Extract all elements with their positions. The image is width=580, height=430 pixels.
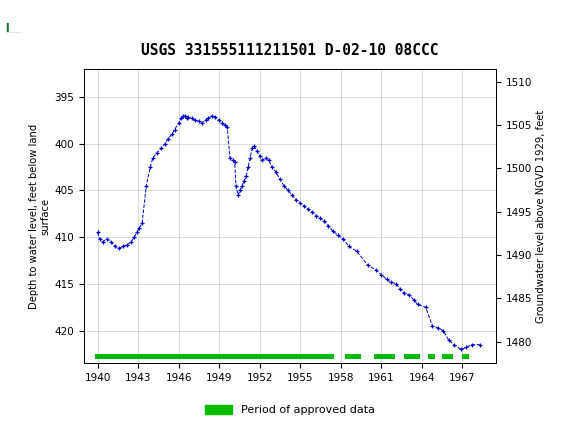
Bar — [404, 354, 420, 359]
Text: USGS: USGS — [32, 15, 79, 30]
Bar — [374, 354, 394, 359]
Bar — [429, 354, 435, 359]
FancyBboxPatch shape — [3, 3, 58, 42]
Bar — [462, 354, 469, 359]
Y-axis label: Groundwater level above NGVD 1929, feet: Groundwater level above NGVD 1929, feet — [536, 110, 546, 322]
Legend: Period of approved data: Period of approved data — [200, 400, 380, 420]
Bar — [442, 354, 453, 359]
Text: ▄: ▄ — [6, 14, 20, 31]
Bar — [345, 354, 361, 359]
Y-axis label: Depth to water level, feet below land
surface: Depth to water level, feet below land su… — [29, 123, 50, 309]
Text: ▄USGS: ▄USGS — [9, 14, 78, 31]
Text: USGS 331555111211501 D-02-10 08CCC: USGS 331555111211501 D-02-10 08CCC — [142, 43, 438, 58]
Bar — [95, 354, 334, 359]
